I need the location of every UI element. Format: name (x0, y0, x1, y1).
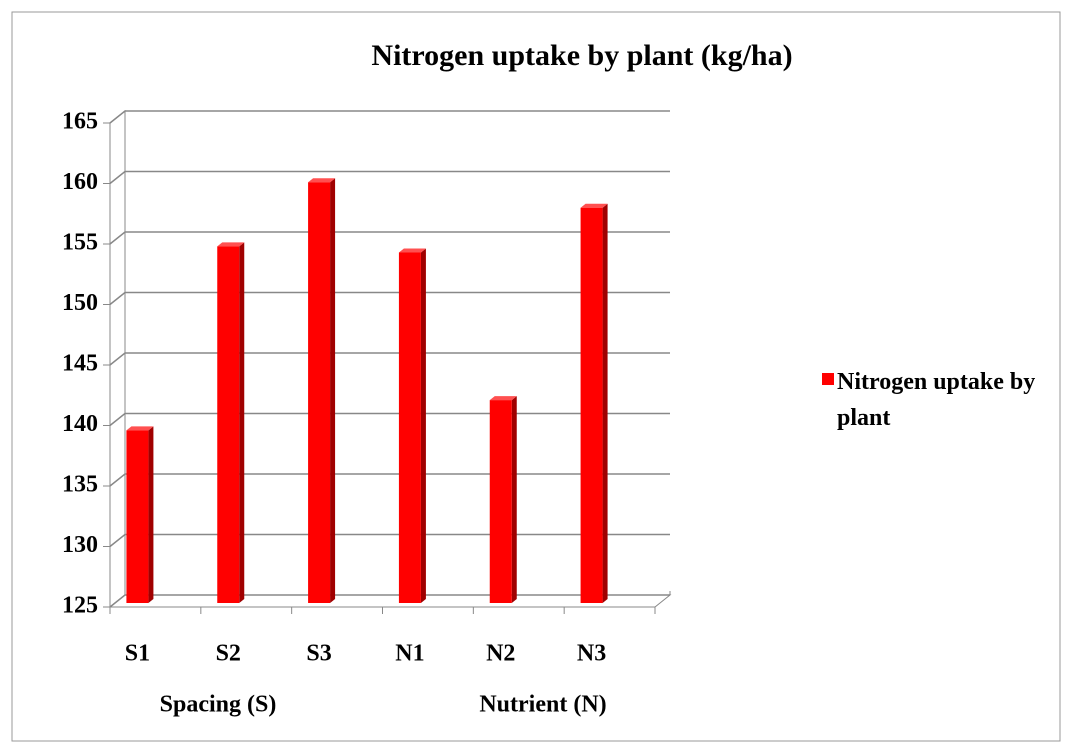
x-tick-label: N2 (486, 641, 515, 667)
bar-front (126, 430, 149, 603)
bar-front (580, 207, 603, 603)
bar (580, 203, 608, 603)
bar-side (148, 426, 154, 603)
y-tick-label: 165 (62, 109, 98, 135)
legend: Nitrogen uptake by plant (822, 364, 1037, 436)
y-tick-label: 135 (62, 472, 98, 498)
bar (308, 178, 336, 604)
bar (489, 396, 517, 603)
grid-line (109, 291, 670, 306)
bar-front (308, 182, 331, 604)
bar-top (217, 242, 245, 247)
bar-front (217, 246, 240, 604)
grid-line (109, 352, 670, 366)
x-tick-label: S2 (216, 641, 241, 667)
y-tick-label: 160 (62, 169, 98, 195)
bar (398, 248, 426, 603)
y-tick-label: 155 (62, 230, 98, 256)
x-tick-label: N3 (577, 641, 606, 667)
bar (217, 242, 245, 604)
grid-line (109, 533, 670, 548)
grid-line (109, 412, 670, 427)
group-label: Nutrient (N) (479, 692, 606, 718)
group-label: Spacing (S) (160, 692, 277, 718)
bar-top (398, 248, 426, 253)
legend-label: Nitrogen uptake by plant (837, 369, 1036, 431)
y-tick-label: 140 (62, 411, 98, 437)
x-tick-label: S3 (306, 641, 331, 667)
grid-line (109, 473, 670, 487)
grid-line (109, 110, 670, 124)
legend-key (822, 373, 834, 385)
grid-line (109, 594, 670, 608)
bar-front (398, 252, 421, 603)
bar-side (511, 396, 517, 603)
grid-line (109, 231, 670, 245)
chart-title: Nitrogen uptake by plant (kg/ha) (371, 39, 792, 72)
bar-top (580, 203, 608, 208)
x-tick-label: S1 (125, 641, 150, 667)
x-tick-label: N1 (395, 641, 424, 667)
y-tick-label: 130 (62, 532, 98, 558)
y-tick-label: 145 (62, 351, 98, 377)
bar-top (308, 178, 336, 183)
bar-top (126, 426, 154, 431)
bar-side (330, 178, 336, 604)
grid-line (109, 170, 670, 185)
chart-frame (11, 11, 1061, 742)
bar (126, 426, 154, 603)
y-tick-label: 150 (62, 290, 98, 316)
y-tick-label: 125 (62, 593, 98, 619)
bar-side (239, 242, 245, 604)
bar-front (489, 400, 512, 603)
bar-side (602, 203, 608, 603)
bar-side (420, 248, 426, 603)
bar-top (489, 396, 517, 401)
